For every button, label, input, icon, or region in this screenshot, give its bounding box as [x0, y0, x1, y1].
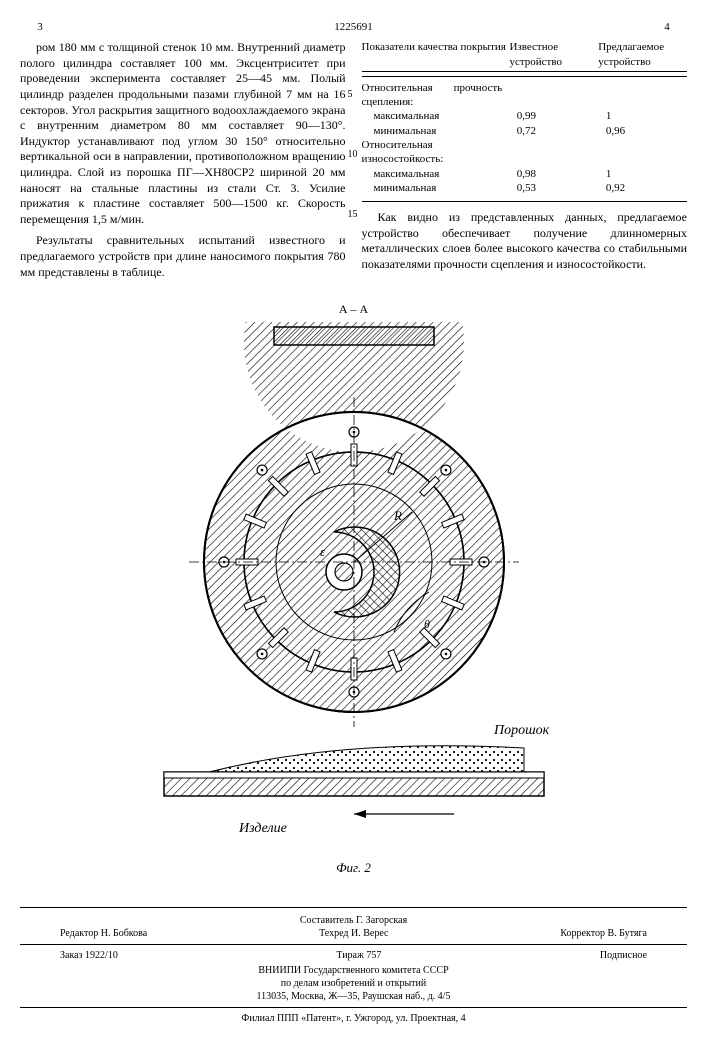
figure-caption: Фиг. 2 — [20, 860, 687, 877]
page-num-left: 3 — [20, 20, 60, 34]
svg-text:R: R — [393, 508, 402, 523]
margin-15: 15 — [348, 208, 358, 221]
doc-number: 1225691 — [60, 20, 647, 34]
table-row: Относительная износостойкость: — [362, 138, 688, 167]
figure-svg: R ε θ Порошок Изделие — [124, 322, 584, 852]
margin-5: 5 — [348, 88, 353, 101]
footer-addr: 113035, Москва, Ж—35, Раушская наб., д. … — [20, 990, 687, 1003]
footer-composer: Составитель Г. Загорская — [20, 914, 687, 927]
footer-sign: Подписное — [600, 949, 647, 962]
svg-text:θ: θ — [424, 617, 430, 631]
two-column-text: ром 180 мм с толщиной стенок 10 мм. Внут… — [20, 40, 687, 286]
footer-corrector: Корректор В. Бутяга — [560, 927, 647, 940]
table-row: минимальная0,720,96 — [362, 124, 688, 138]
footer-editor: Редактор Н. Бобкова — [60, 927, 147, 940]
margin-10: 10 — [348, 148, 358, 161]
left-paragraph-2: Результаты сравнительных испытаний извес… — [20, 233, 346, 280]
footer-tech: Техред И. Верес — [319, 927, 388, 940]
right-column: 5 10 15 Показатели качества покрытия Изв… — [362, 40, 688, 286]
table-row: максимальная0,991 — [362, 109, 688, 123]
section-label: А – А — [20, 302, 687, 318]
footer-org2: по делам изобретений и открытий — [20, 977, 687, 990]
footer-org1: ВНИИПИ Государственного комитета СССР — [20, 964, 687, 977]
th-proposed: Предлагаемое устройство — [598, 40, 687, 69]
left-paragraph-1: ром 180 мм с толщиной стенок 10 мм. Внут… — [20, 40, 346, 227]
right-bottom-paragraph: Как видно из представленных данных, пред… — [362, 210, 688, 272]
table-row: минимальная0,530,92 — [362, 181, 688, 195]
footer-order: Заказ 1922/10 — [60, 949, 118, 962]
figure-block: А – А — [20, 302, 687, 877]
page-num-right: 4 — [647, 20, 687, 34]
footer: Составитель Г. Загорская Редактор Н. Боб… — [20, 907, 687, 1025]
powder-label: Порошок — [493, 723, 550, 738]
table-body: Относительная прочность сцепления:максим… — [362, 81, 688, 195]
table-header: Показатели качества покрытия Известное у… — [362, 40, 688, 72]
footer-tirage: Тираж 757 — [336, 949, 381, 962]
svg-text:ε: ε — [320, 544, 326, 559]
th-quality: Показатели качества покрытия — [362, 40, 510, 69]
table-row: Относительная прочность сцепления: — [362, 81, 688, 110]
page-header: 3 1225691 4 — [20, 20, 687, 34]
product-label: Изделие — [238, 821, 287, 836]
table-row: максимальная0,981 — [362, 167, 688, 181]
footer-branch: Филиал ППП «Патент», г. Ужгород, ул. Про… — [20, 1012, 687, 1025]
left-column: ром 180 мм с толщиной стенок 10 мм. Внут… — [20, 40, 346, 286]
th-known: Известное устройство — [509, 40, 598, 69]
